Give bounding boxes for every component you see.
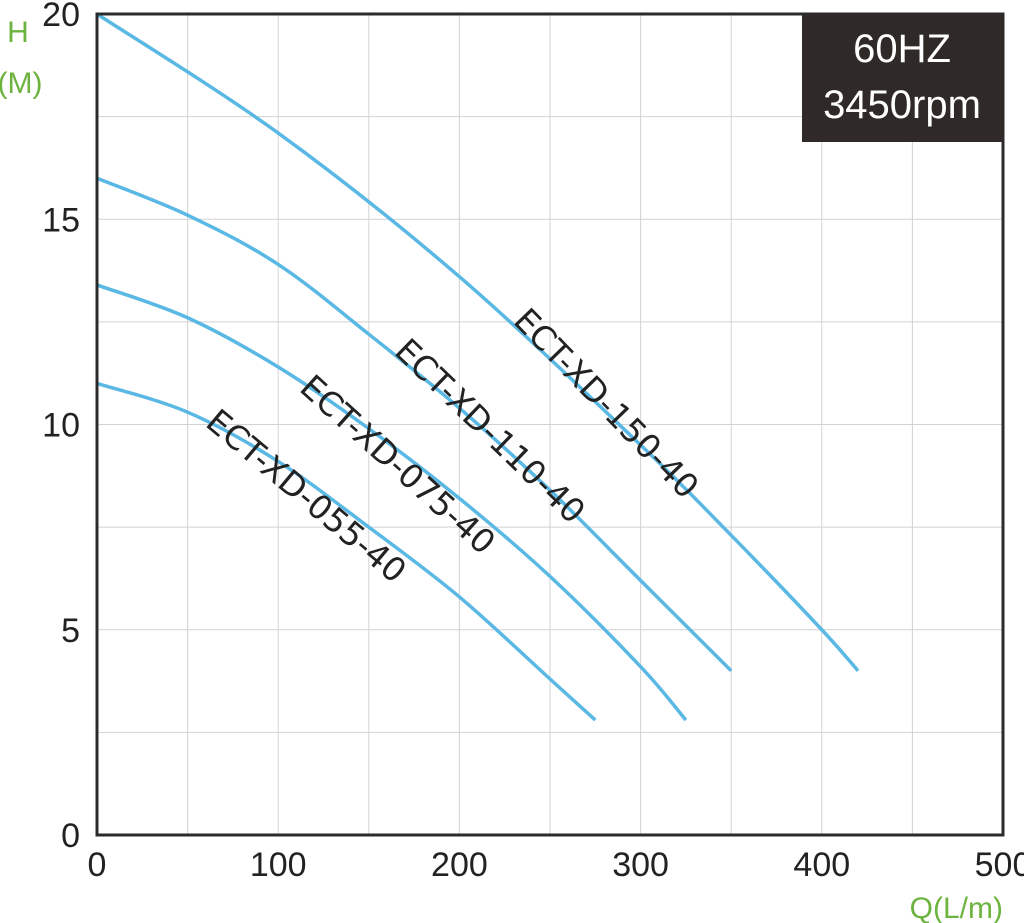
- y-tick-label: 15: [42, 201, 80, 239]
- curve-labels: ECT-XD-150-40ECT-XD-110-40ECT-XD-075-40E…: [199, 300, 707, 590]
- series-line-3: [96, 381, 597, 722]
- series-line-2: [96, 283, 688, 722]
- x-tick-label: 300: [612, 846, 669, 884]
- y-tick-label: 0: [61, 817, 80, 855]
- badge-frequency: 60HZ: [853, 27, 951, 71]
- x-tick-label: 0: [88, 846, 107, 884]
- badge-rpm: 3450rpm: [823, 83, 981, 127]
- y-axis-title-line2: (M): [0, 67, 42, 100]
- tick-labels: 0 100 200 300 400 500 0 5 10 15 20: [42, 0, 1024, 884]
- badge-background: [802, 14, 1003, 142]
- x-axis-title: Q(L/m): [910, 892, 1003, 923]
- plot-frame: [95, 12, 1005, 837]
- y-tick-label: 5: [61, 612, 80, 650]
- x-tick-label: 100: [250, 846, 307, 884]
- series-line-1: [96, 176, 733, 673]
- y-tick-label: 20: [42, 0, 80, 34]
- frequency-badge: 60HZ 3450rpm: [802, 14, 1003, 142]
- x-tick-label: 200: [431, 846, 488, 884]
- series-line-0: [96, 12, 860, 672]
- curve-layer: [96, 12, 860, 722]
- y-axis-title-line1: H: [7, 16, 29, 49]
- grid-layer: [97, 14, 1003, 835]
- x-tick-label: 500: [975, 846, 1024, 884]
- x-tick-label: 400: [793, 846, 850, 884]
- y-tick-label: 10: [42, 407, 80, 445]
